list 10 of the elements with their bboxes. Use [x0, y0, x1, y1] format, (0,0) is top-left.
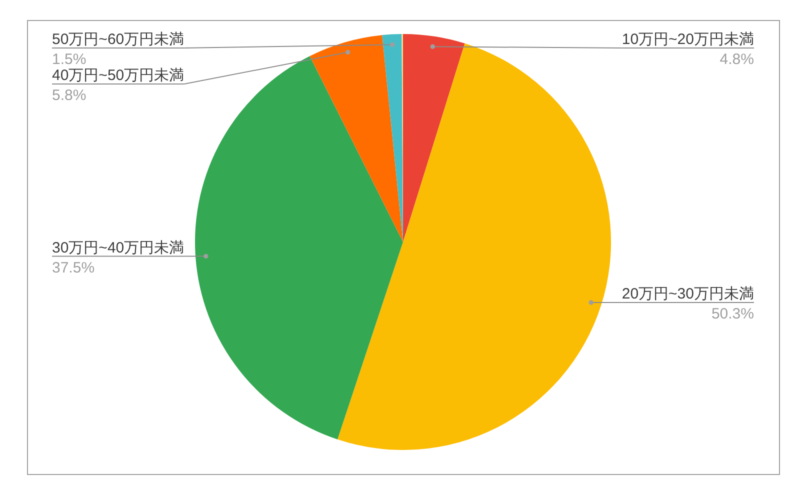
slice-label: 10万円~20万円未満 — [622, 31, 754, 48]
data-label: 4.8% — [720, 51, 754, 68]
slice-label: 50万円~60万円未満 — [52, 31, 184, 48]
data-label: 37.5% — [52, 259, 95, 276]
slice-label: 40万円~50万円未満 — [52, 67, 184, 84]
data-label: 1.5% — [52, 51, 86, 68]
data-label: 5.8% — [52, 87, 86, 104]
slice-label: 30万円~40万円未満 — [52, 239, 184, 256]
slice-label: 20万円~30万円未満 — [622, 285, 754, 302]
data-label: 50.3% — [711, 305, 754, 322]
